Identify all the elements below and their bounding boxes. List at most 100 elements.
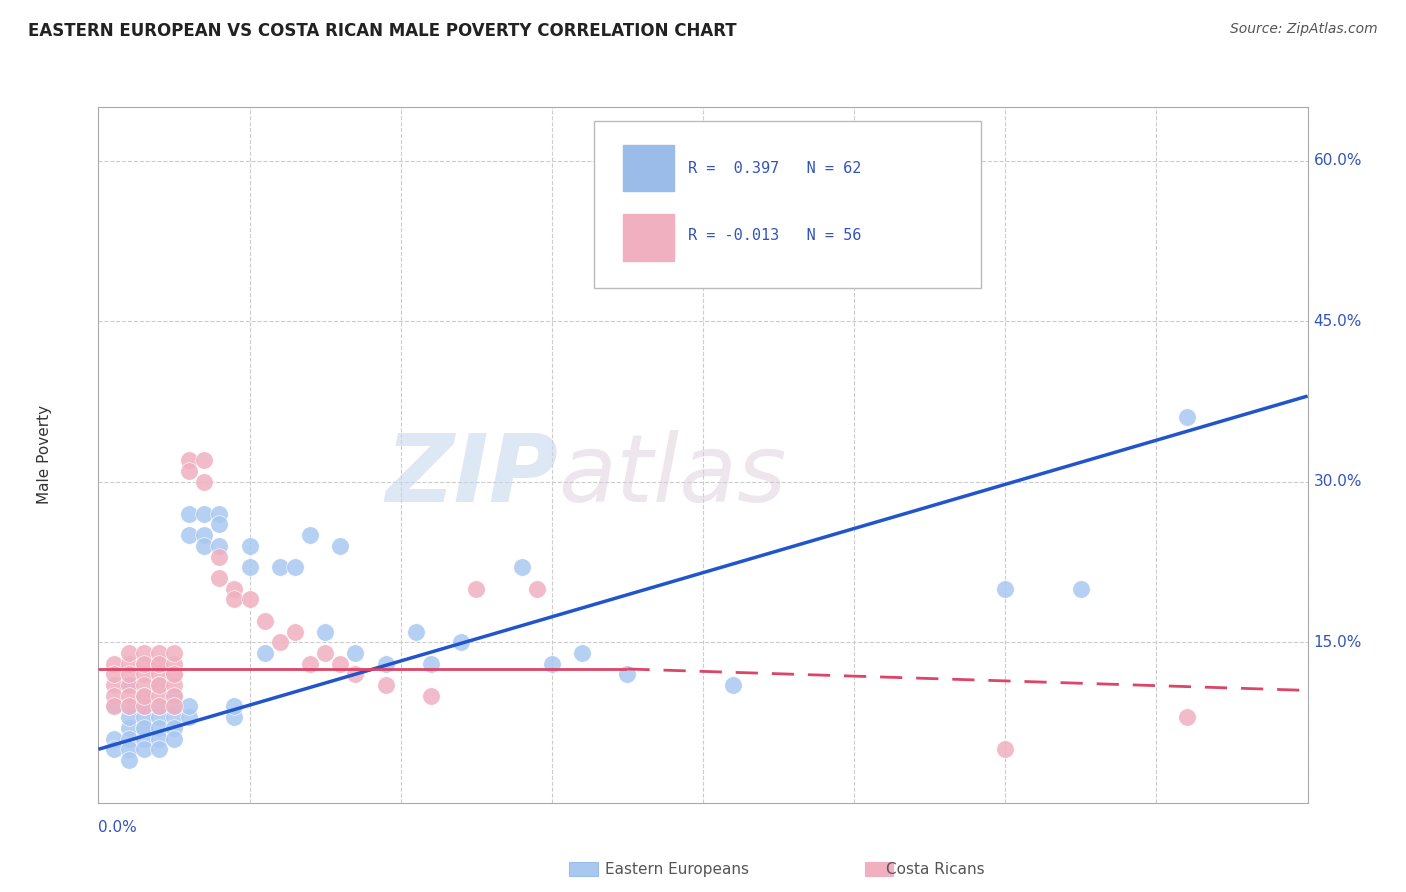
Point <box>224 710 246 724</box>
Text: R = -0.013   N = 56: R = -0.013 N = 56 <box>689 228 862 244</box>
Point <box>208 517 231 532</box>
Point <box>239 592 262 607</box>
Point <box>132 689 155 703</box>
Point <box>253 614 276 628</box>
Point <box>782 239 804 253</box>
Point <box>344 646 367 660</box>
Point <box>239 560 262 574</box>
Point <box>103 689 125 703</box>
Point <box>994 582 1017 596</box>
Point <box>224 699 246 714</box>
Text: R =  0.397   N = 62: R = 0.397 N = 62 <box>689 161 862 176</box>
Point <box>118 699 141 714</box>
Text: Costa Ricans: Costa Ricans <box>886 863 984 877</box>
Point <box>284 624 307 639</box>
Point <box>103 699 125 714</box>
Point <box>132 657 155 671</box>
Point <box>118 678 141 692</box>
Point <box>269 560 291 574</box>
Text: 45.0%: 45.0% <box>1313 314 1362 328</box>
Point <box>163 678 186 692</box>
Point <box>450 635 472 649</box>
Point <box>132 667 155 681</box>
Point <box>163 731 186 746</box>
Point <box>132 721 155 735</box>
Point <box>163 657 186 671</box>
Point <box>118 710 141 724</box>
Point <box>329 539 352 553</box>
Point <box>616 667 638 681</box>
Point <box>103 678 125 692</box>
Text: ZIP: ZIP <box>385 430 558 522</box>
Text: Eastern Europeans: Eastern Europeans <box>605 863 748 877</box>
Point <box>177 464 201 478</box>
Point <box>208 539 231 553</box>
Point <box>193 453 215 467</box>
Point <box>314 624 336 639</box>
Point <box>224 592 246 607</box>
Point <box>177 528 201 542</box>
Point <box>148 721 170 735</box>
Point <box>118 699 141 714</box>
Point <box>118 667 141 681</box>
Point <box>374 678 396 692</box>
Point <box>132 742 155 756</box>
Point <box>510 560 533 574</box>
Point <box>118 678 141 692</box>
Point <box>132 699 155 714</box>
Point <box>374 657 396 671</box>
Point <box>163 689 186 703</box>
Point <box>269 635 291 649</box>
Point <box>1070 582 1092 596</box>
Point <box>118 731 141 746</box>
Point <box>721 678 744 692</box>
Point <box>163 689 186 703</box>
Point <box>299 528 322 542</box>
Point <box>148 678 170 692</box>
Point <box>193 507 215 521</box>
Point <box>132 689 155 703</box>
Point <box>193 528 215 542</box>
Point <box>329 657 352 671</box>
FancyBboxPatch shape <box>623 145 673 191</box>
Point <box>465 582 488 596</box>
Point <box>148 667 170 681</box>
FancyBboxPatch shape <box>623 214 673 260</box>
Point <box>103 699 125 714</box>
Point <box>540 657 562 671</box>
Point <box>405 624 427 639</box>
Point <box>148 657 170 671</box>
Point <box>163 646 186 660</box>
Text: Male Poverty: Male Poverty <box>37 405 52 505</box>
Text: Source: ZipAtlas.com: Source: ZipAtlas.com <box>1230 22 1378 37</box>
Point <box>419 689 441 703</box>
Point <box>284 560 307 574</box>
Point <box>148 731 170 746</box>
Point <box>1175 710 1198 724</box>
Point <box>148 678 170 692</box>
Point <box>132 689 155 703</box>
Point <box>118 721 141 735</box>
Point <box>118 742 141 756</box>
Point <box>103 667 125 681</box>
Bar <box>569 862 598 876</box>
Point <box>177 507 201 521</box>
Point <box>224 582 246 596</box>
Point <box>132 731 155 746</box>
Point <box>132 646 155 660</box>
Point <box>193 475 215 489</box>
Point <box>571 646 593 660</box>
Point <box>177 453 201 467</box>
Point <box>103 731 125 746</box>
Point <box>118 646 141 660</box>
Point <box>132 699 155 714</box>
Point <box>299 657 322 671</box>
Point <box>193 539 215 553</box>
Point <box>1175 410 1198 425</box>
Point <box>148 699 170 714</box>
Point <box>132 657 155 671</box>
Point <box>419 657 441 671</box>
Point <box>148 710 170 724</box>
Point <box>177 699 201 714</box>
Point <box>163 699 186 714</box>
